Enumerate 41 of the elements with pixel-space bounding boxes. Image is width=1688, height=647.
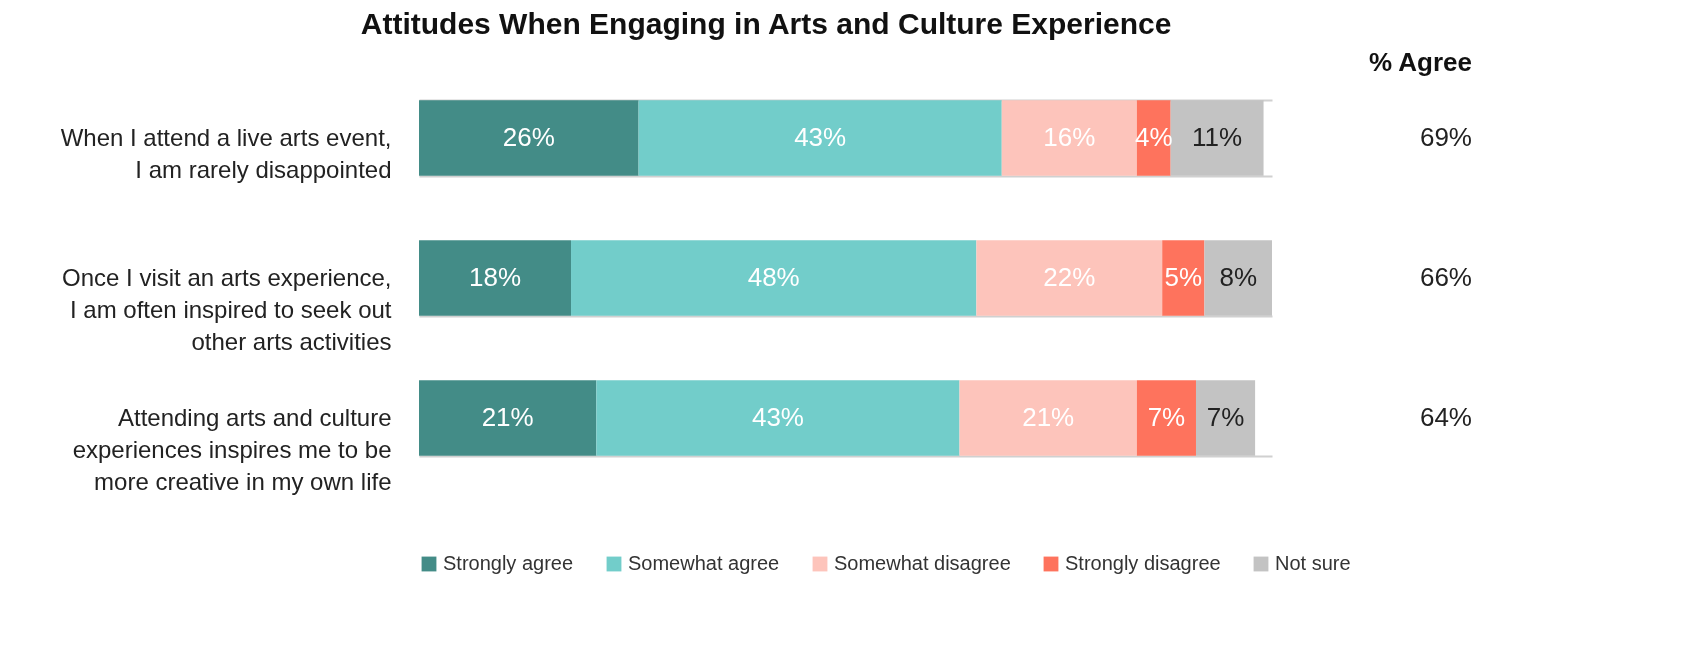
bar <box>1170 100 1264 176</box>
text: 66% <box>1419 262 1472 292</box>
y-tick-label: Attending arts and culture experiences inspires me to be more creative in my own life <box>72 403 392 495</box>
text: 69% <box>1419 122 1472 152</box>
bar <box>1001 100 1137 176</box>
data-label: 22% <box>1043 262 1096 292</box>
data-label: 16% <box>1043 122 1096 152</box>
bar <box>596 380 960 456</box>
data-label: 21% <box>1022 402 1075 432</box>
data-label: 5% <box>1164 262 1203 292</box>
data-label: 11% <box>1192 122 1243 152</box>
bar <box>419 100 639 176</box>
legend-label: Somewhat agree <box>628 552 780 574</box>
data-label: 48% <box>747 262 800 292</box>
legend-label: Strongly disagree <box>1065 552 1221 574</box>
data-label: 26% <box>502 122 555 152</box>
bar <box>1195 380 1256 456</box>
text: 64% <box>1419 402 1472 432</box>
bar <box>419 240 572 316</box>
legend-label: Somewhat disagree <box>834 552 1011 574</box>
data-label: 7% <box>1147 402 1186 432</box>
data-label: 43% <box>751 402 804 432</box>
bar <box>571 240 977 316</box>
bar <box>976 240 1163 316</box>
data-label: 43% <box>794 122 847 152</box>
bar <box>959 380 1137 456</box>
legend-label: Strongly agree <box>443 552 574 574</box>
data-label: 7% <box>1206 402 1245 432</box>
bar <box>1162 240 1205 316</box>
bar <box>1136 380 1196 456</box>
text: % Agree <box>1368 47 1472 77</box>
y-tick-label: Once I visit an arts experience, I am often inspired to seek out other arts activities <box>62 263 392 355</box>
data-label: 18% <box>468 262 522 292</box>
bar <box>638 100 1002 176</box>
chart-title: Attitudes When Engaging in Arts and Culture Experience <box>360 7 1172 40</box>
bar <box>419 380 597 456</box>
data-label: 8% <box>1219 262 1258 292</box>
legend-label: Not sure <box>1275 552 1351 574</box>
data-label: 21% <box>481 402 534 432</box>
bar <box>1204 240 1272 316</box>
y-tick-label: When I attend a live arts event, I am rarely disappointed <box>60 123 392 183</box>
